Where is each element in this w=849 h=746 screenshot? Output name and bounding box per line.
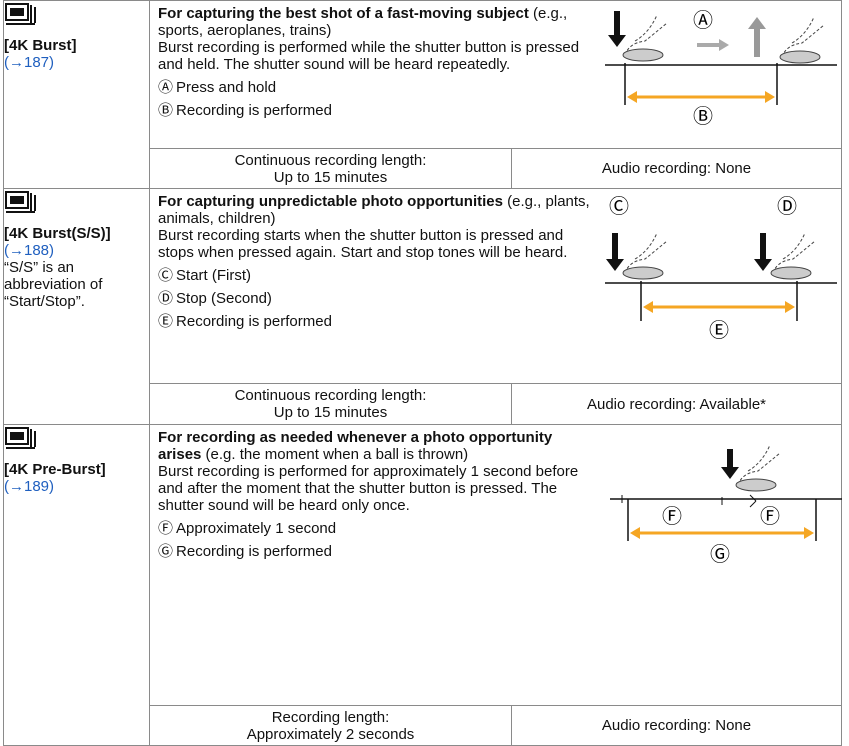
examples: (e.g., plants, animals, children) xyxy=(158,193,590,227)
audio-cell: Audio recording: None xyxy=(511,148,842,189)
item-text: Stop (Second) xyxy=(176,290,272,307)
legend-item: Ⓐ Press and hold xyxy=(158,79,833,96)
legend-item: Ⓓ Stop (Second) xyxy=(158,290,833,307)
intro: For recording as needed whenever a photo… xyxy=(158,429,590,463)
intro: For capturing the best shot of a fast-mo… xyxy=(158,5,590,39)
audio-cell: Audio recording: Available* xyxy=(511,383,842,425)
description: For capturing the best shot of a fast-mo… xyxy=(158,5,590,73)
marker: Ⓖ xyxy=(158,543,174,560)
row: Continuous recording length: Up to 15 min… xyxy=(4,383,842,425)
diagram-label: Ⓑ xyxy=(693,104,713,128)
heading: For capturing the best shot of a fast-mo… xyxy=(158,5,529,22)
mode-table: [4K Burst] (→187) For capturing the best s… xyxy=(3,0,842,746)
item-text: Recording is performed xyxy=(176,313,332,330)
marker: Ⓐ xyxy=(158,79,174,96)
mode-name: [4K Pre-Burst] xyxy=(4,461,106,478)
diagram-label: Ⓓ xyxy=(777,194,797,218)
row: Continuous recording length: Up to 15 min… xyxy=(4,148,842,189)
marker: Ⓔ xyxy=(158,313,174,330)
mode-cell: [4K Pre-Burst] (→189) xyxy=(3,424,150,746)
mode-name: [4K Burst(S/S)] xyxy=(4,225,111,242)
marker: Ⓓ xyxy=(158,290,174,307)
marker: Ⓒ xyxy=(158,267,174,284)
diagram-label: Ⓔ xyxy=(709,318,729,342)
marker: Ⓑ xyxy=(158,102,174,119)
length-line: Recording length: xyxy=(271,708,390,726)
item-text: Approximately 1 second xyxy=(176,520,337,537)
audio-cell: Audio recording: None xyxy=(511,705,842,746)
diagram: Ⓒ Ⓓ Ⓔ xyxy=(605,194,837,342)
mode-icon xyxy=(5,191,36,213)
item-text: Recording is performed xyxy=(176,102,332,119)
examples: (e.g. the moment when a ball is thrown) xyxy=(205,446,469,463)
description: For recording as needed whenever a photo… xyxy=(158,429,590,514)
item-text: Recording is performed xyxy=(176,543,332,560)
diagram-label: Ⓒ xyxy=(609,194,629,218)
diagram-label: Ⓐ xyxy=(693,8,713,32)
mode-note: “S/S” is an abbreviation of “Start/Stop”… xyxy=(4,259,103,310)
mode-cell: [4K Burst(S/S)] (→188) “S/S” is an abbrevi… xyxy=(3,188,150,425)
row: [4K Pre-Burst] (→189) For recording as nee… xyxy=(3,424,842,746)
row: [4K Burst] (→187) For capturing the best s… xyxy=(3,0,842,189)
length-line: Up to 15 minutes xyxy=(273,168,388,186)
heading: For recording as needed whenever a photo… xyxy=(158,429,553,463)
diagram-label: Ⓕ xyxy=(662,504,682,528)
length-line: Up to 15 minutes xyxy=(273,404,388,421)
legend-item: Ⓑ Recording is performed xyxy=(158,102,833,119)
length-line: Approximately 2 seconds xyxy=(246,725,415,743)
diagram: Ⓕ Ⓕ Ⓖ xyxy=(610,444,842,566)
diagram-label: Ⓖ xyxy=(710,542,730,566)
page-link: (→189) xyxy=(4,478,55,495)
legend-item: Ⓔ Recording is performed xyxy=(158,313,833,330)
body-text: Burst recording starts when the shutter … xyxy=(158,227,568,261)
item-text: Start (First) xyxy=(176,267,252,284)
body-text: Burst recording is performed while the s… xyxy=(158,39,580,73)
description-cell: For recording as needed whenever a photo… xyxy=(149,424,842,706)
length-line: Continuous recording length: xyxy=(234,387,427,404)
length-cell: Continuous recording length: Up to 15 min… xyxy=(149,148,512,189)
examples: (e.g., sports, aeroplanes, trains) xyxy=(158,5,568,39)
row: [4K Burst(S/S)] (→188) “S/S” is an abbrevi… xyxy=(3,188,842,425)
mode-icon xyxy=(5,3,36,25)
legend-item: Ⓒ Start (First) xyxy=(158,267,833,284)
description-cell: For capturing the best shot of a fast-mo… xyxy=(149,0,842,149)
item-text: Press and hold xyxy=(176,79,277,96)
description: For capturing unpredictable photo opport… xyxy=(158,193,590,261)
length-cell: Continuous recording length: Up to 15 min… xyxy=(149,383,512,425)
body-text: Burst recording is performed for approxi… xyxy=(158,463,579,514)
mode-icon xyxy=(5,427,36,449)
mode-name: [4K Burst] xyxy=(4,37,77,54)
diagram: ⒶⒷ xyxy=(605,8,837,128)
row: Recording length: Approximately 2 seconds… xyxy=(4,705,842,746)
length-cell: Recording length: Approximately 2 seconds xyxy=(149,705,512,746)
diagram-label: Ⓕ xyxy=(760,504,780,528)
description-cell: For capturing unpredictable photo opport… xyxy=(149,188,842,384)
legend-item: Ⓕ Approximately 1 second xyxy=(158,520,833,537)
intro: For capturing unpredictable photo opport… xyxy=(158,193,590,227)
marker: Ⓕ xyxy=(158,520,174,537)
page-link: (→187) xyxy=(4,54,55,71)
heading: For capturing unpredictable photo opport… xyxy=(158,193,503,210)
mode-cell: [4K Burst] (→187) xyxy=(3,0,150,189)
legend-item: Ⓖ Recording is performed xyxy=(158,543,833,560)
page-link: (→188) xyxy=(4,242,55,259)
length-line: Continuous recording length: xyxy=(234,151,427,169)
